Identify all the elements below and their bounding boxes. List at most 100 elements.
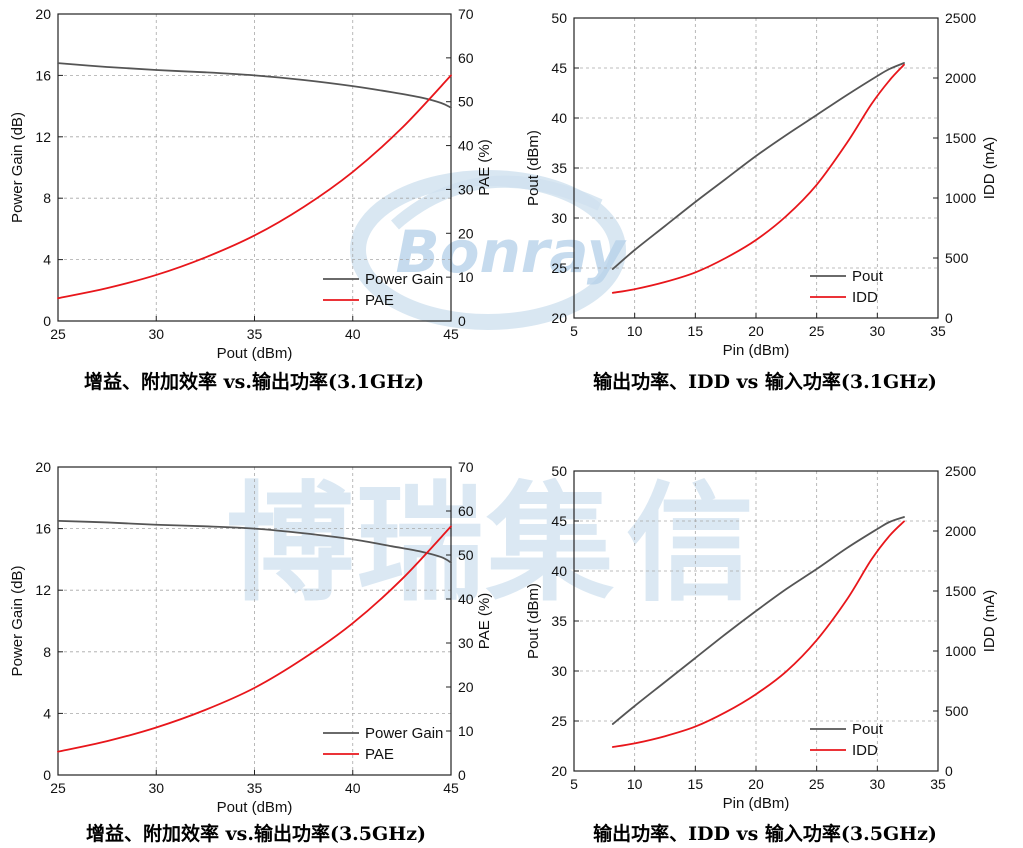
x-tick-label: 35 xyxy=(247,326,263,342)
y-right-axis-title: IDD (mA) xyxy=(981,590,998,653)
watermark-char: 博 xyxy=(226,470,354,619)
y-right-tick-label: 30 xyxy=(458,181,474,197)
x-tick-label: 30 xyxy=(870,323,886,339)
watermark-logo-text: Bonray xyxy=(395,218,626,286)
x-tick-label: 30 xyxy=(148,326,164,342)
y-right-tick-label: 500 xyxy=(945,703,969,719)
x-tick-label: 35 xyxy=(247,780,263,796)
y-left-tick-label: 0 xyxy=(43,767,51,783)
y-right-tick-label: 20 xyxy=(458,225,474,241)
series-line-power-gain xyxy=(57,520,452,564)
x-tick-label: 10 xyxy=(627,323,643,339)
y-right-tick-label: 0 xyxy=(945,763,953,779)
y-right-tick-label: 40 xyxy=(458,591,474,607)
y-right-tick-label: 500 xyxy=(945,250,969,266)
y-left-tick-label: 40 xyxy=(551,110,567,126)
y-left-tick-label: 45 xyxy=(551,60,567,76)
x-tick-label: 25 xyxy=(50,780,66,796)
y-right-tick-label: 30 xyxy=(458,635,474,651)
legend-label: Power Gain xyxy=(365,271,443,288)
x-axis-title: Pin (dBm) xyxy=(723,795,790,812)
watermark-char: 瑞 xyxy=(356,470,484,619)
watermark-char: 信 xyxy=(626,470,754,619)
chart-caption: 输出功率、IDD vs 输入功率(3.5GHz) xyxy=(593,822,937,845)
x-tick-label: 30 xyxy=(870,776,886,792)
y-right-tick-label: 60 xyxy=(458,503,474,519)
watermark-logo-swoosh xyxy=(391,175,603,230)
y-left-axis-title: Power Gain (dB) xyxy=(9,112,26,223)
y-left-tick-label: 50 xyxy=(551,463,567,479)
y-right-tick-label: 0 xyxy=(945,310,953,326)
y-right-tick-label: 10 xyxy=(458,269,474,285)
watermark-char: 集 xyxy=(485,470,614,619)
x-tick-label: 25 xyxy=(809,323,825,339)
legend-label: Pout xyxy=(852,268,884,285)
x-tick-label: 35 xyxy=(930,776,946,792)
y-left-tick-label: 20 xyxy=(35,459,51,475)
y-right-tick-label: 40 xyxy=(458,138,474,154)
y-left-tick-label: 16 xyxy=(35,67,51,83)
y-right-axis-title: IDD (mA) xyxy=(981,137,998,200)
x-tick-label: 20 xyxy=(748,776,764,792)
x-tick-label: 40 xyxy=(345,780,361,796)
y-right-tick-label: 2000 xyxy=(945,70,976,86)
y-right-tick-label: 20 xyxy=(458,679,474,695)
legend-label: Pout xyxy=(852,721,884,738)
y-left-tick-label: 35 xyxy=(551,613,567,629)
x-tick-label: 25 xyxy=(809,776,825,792)
x-tick-label: 20 xyxy=(748,323,764,339)
legend-label: IDD xyxy=(852,289,878,306)
legend-label: IDD xyxy=(852,742,878,759)
y-right-axis-title: PAE (%) xyxy=(476,593,493,649)
x-tick-label: 15 xyxy=(688,323,704,339)
y-right-tick-label: 2500 xyxy=(945,10,976,26)
y-right-tick-label: 60 xyxy=(458,50,474,66)
y-left-tick-label: 8 xyxy=(43,190,51,206)
y-left-tick-label: 12 xyxy=(35,129,51,145)
y-right-tick-label: 50 xyxy=(458,94,474,110)
x-tick-label: 10 xyxy=(627,776,643,792)
y-right-tick-label: 0 xyxy=(458,313,466,329)
legend-label: Power Gain xyxy=(365,725,443,742)
y-left-tick-label: 4 xyxy=(43,705,51,721)
y-left-tick-label: 16 xyxy=(35,521,51,537)
y-right-tick-label: 1000 xyxy=(945,190,976,206)
y-right-tick-label: 50 xyxy=(458,547,474,563)
x-tick-label: 15 xyxy=(688,776,704,792)
chart-caption: 增益、附加效率 vs.输出功率(3.1GHz) xyxy=(84,370,424,393)
y-left-tick-label: 20 xyxy=(551,763,567,779)
x-tick-label: 25 xyxy=(50,326,66,342)
y-left-tick-label: 20 xyxy=(551,310,567,326)
y-left-tick-label: 20 xyxy=(35,6,51,22)
watermark: Bonray 博瑞集信 xyxy=(226,170,754,619)
x-axis-title: Pout (dBm) xyxy=(217,345,293,362)
y-left-axis-title: Pout (dBm) xyxy=(525,130,542,206)
y-right-tick-label: 1500 xyxy=(945,130,976,146)
y-right-tick-label: 2000 xyxy=(945,523,976,539)
legend-label: PAE xyxy=(365,746,394,763)
x-tick-label: 35 xyxy=(930,323,946,339)
y-left-tick-label: 30 xyxy=(551,210,567,226)
y-left-tick-label: 12 xyxy=(35,582,51,598)
x-tick-label: 45 xyxy=(443,780,459,796)
series-line-pae xyxy=(57,74,452,300)
series-line-idd xyxy=(611,63,905,294)
x-tick-label: 45 xyxy=(443,326,459,342)
series-line-pout xyxy=(611,62,905,270)
series-line-pout xyxy=(611,516,905,725)
chart-caption: 输出功率、IDD vs 输入功率(3.1GHz) xyxy=(593,370,937,393)
chart-caption: 增益、附加效率 vs.输出功率(3.5GHz) xyxy=(86,822,426,845)
y-right-tick-label: 70 xyxy=(458,6,474,22)
y-left-tick-label: 4 xyxy=(43,252,51,268)
y-left-tick-label: 50 xyxy=(551,10,567,26)
x-tick-label: 5 xyxy=(570,323,578,339)
y-left-tick-label: 45 xyxy=(551,513,567,529)
y-right-tick-label: 0 xyxy=(458,767,466,783)
y-right-axis-title: PAE (%) xyxy=(476,139,493,195)
y-right-tick-label: 1500 xyxy=(945,583,976,599)
chart-panel: 5 10 15 20 25 30 35202530354045500500100015002… xyxy=(525,463,998,845)
